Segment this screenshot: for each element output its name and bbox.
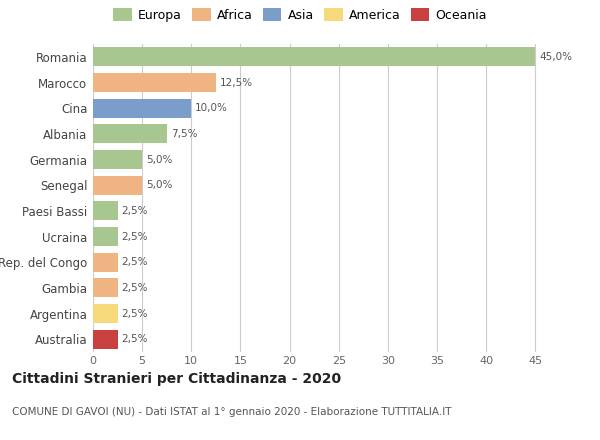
Text: 2,5%: 2,5% — [122, 231, 148, 242]
Bar — [93, 124, 167, 143]
Bar — [93, 150, 142, 169]
Bar — [93, 304, 118, 323]
Bar — [93, 176, 142, 195]
Text: Cittadini Stranieri per Cittadinanza - 2020: Cittadini Stranieri per Cittadinanza - 2… — [12, 372, 341, 386]
Bar — [93, 330, 118, 349]
Bar — [93, 253, 118, 272]
Bar — [93, 73, 216, 92]
Text: 2,5%: 2,5% — [122, 334, 148, 344]
Text: 5,0%: 5,0% — [146, 154, 172, 165]
Text: 2,5%: 2,5% — [122, 283, 148, 293]
Text: 45,0%: 45,0% — [539, 52, 572, 62]
Text: 12,5%: 12,5% — [220, 77, 253, 88]
Legend: Europa, Africa, Asia, America, Oceania: Europa, Africa, Asia, America, Oceania — [113, 8, 487, 22]
Text: 5,0%: 5,0% — [146, 180, 172, 190]
Text: 2,5%: 2,5% — [122, 206, 148, 216]
Bar — [93, 47, 535, 66]
Text: 2,5%: 2,5% — [122, 308, 148, 319]
Bar — [93, 99, 191, 118]
Text: 10,0%: 10,0% — [195, 103, 228, 113]
Text: COMUNE DI GAVOI (NU) - Dati ISTAT al 1° gennaio 2020 - Elaborazione TUTTITALIA.I: COMUNE DI GAVOI (NU) - Dati ISTAT al 1° … — [12, 407, 452, 417]
Text: 2,5%: 2,5% — [122, 257, 148, 267]
Text: 7,5%: 7,5% — [170, 129, 197, 139]
Bar — [93, 201, 118, 220]
Bar — [93, 278, 118, 297]
Bar — [93, 227, 118, 246]
